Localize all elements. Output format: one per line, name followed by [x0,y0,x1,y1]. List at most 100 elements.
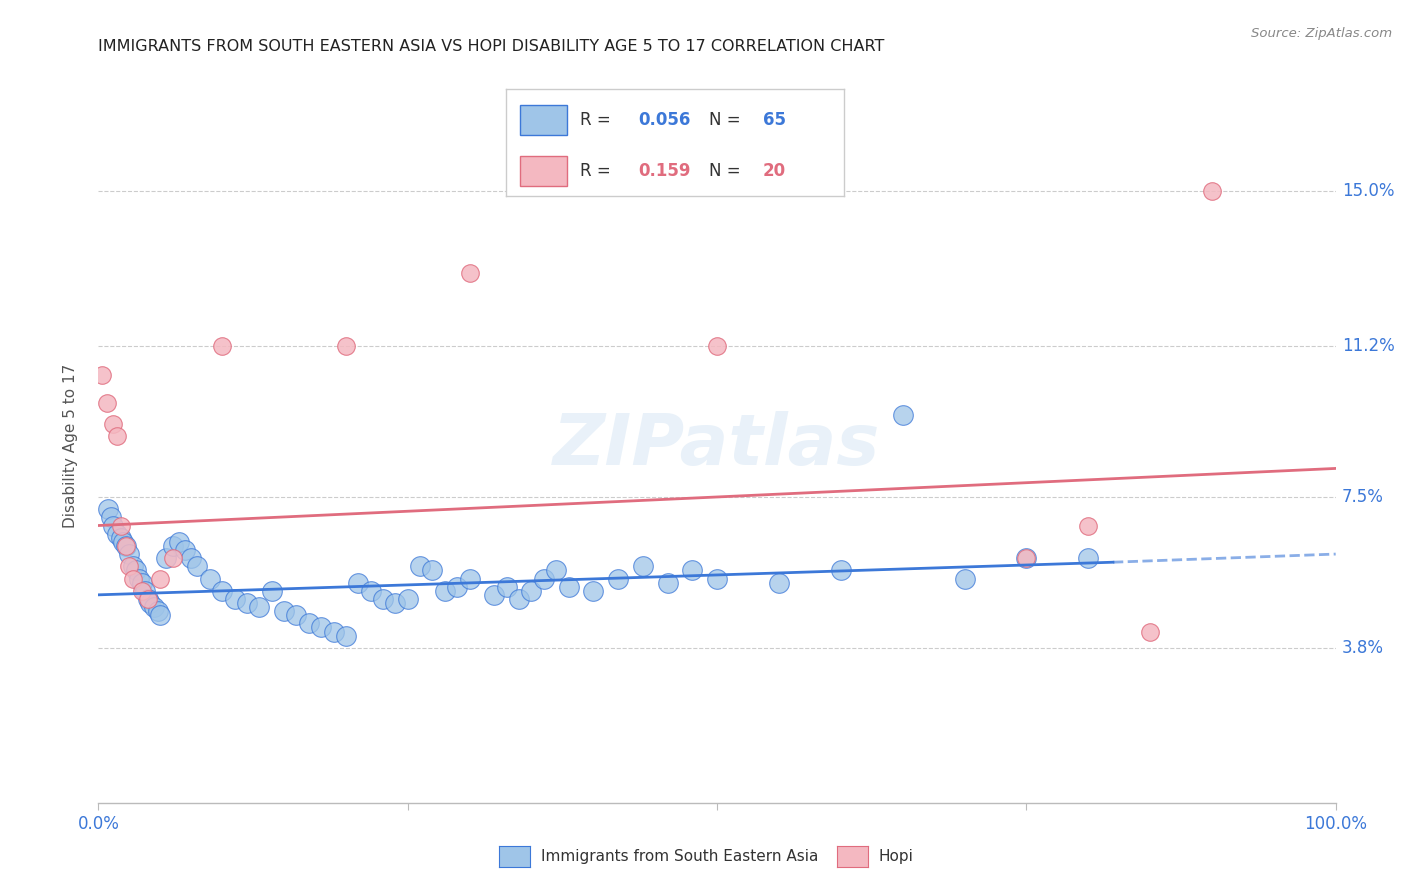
Point [143,600,166,615]
Point [520,583,543,598]
Text: 0.056: 0.056 [638,112,690,129]
Point [118,547,141,561]
Point [114,539,136,553]
Point [167,534,190,549]
Text: 20: 20 [762,161,786,179]
Point [91,368,114,382]
Point [236,596,259,610]
Point [122,559,145,574]
Point [100,510,122,524]
Point [533,572,555,586]
Point [260,583,283,598]
Point [1139,624,1161,639]
Point [103,417,125,431]
Point [607,572,630,586]
Point [174,543,197,558]
Point [124,563,146,577]
Point [128,572,150,586]
Text: 15.0%: 15.0% [1341,182,1395,200]
Point [1015,551,1038,566]
Point [96,396,118,410]
Point [114,539,136,553]
Point [1077,551,1099,566]
Point [146,604,169,618]
Point [112,534,135,549]
Point [155,551,177,566]
Point [149,608,172,623]
Point [631,559,654,574]
Point [347,575,370,590]
Point [211,339,233,353]
Text: 7.5%: 7.5% [1341,488,1384,506]
Point [484,588,506,602]
Point [105,526,128,541]
Text: Hopi: Hopi [879,849,914,863]
Y-axis label: Disability Age 5 to 17: Disability Age 5 to 17 [63,364,77,528]
Point [371,591,394,606]
Point [891,409,914,423]
Point [149,572,172,586]
Point [557,580,579,594]
Bar [520,155,567,186]
Text: Source: ZipAtlas.com: Source: ZipAtlas.com [1251,27,1392,40]
Text: IMMIGRANTS FROM SOUTH EASTERN ASIA VS HOPI DISABILITY AGE 5 TO 17 CORRELATION CH: IMMIGRANTS FROM SOUTH EASTERN ASIA VS HO… [98,38,884,54]
Point [211,583,233,598]
Text: ZIPatlas: ZIPatlas [554,411,880,481]
Point [768,575,790,590]
Point [118,559,141,574]
Text: 0.159: 0.159 [638,161,690,179]
Point [360,583,382,598]
Text: 11.2%: 11.2% [1341,337,1395,355]
Point [273,604,295,618]
Point [495,580,517,594]
Point [582,583,605,598]
Point [1201,184,1223,198]
Point [706,339,728,353]
Point [162,539,184,553]
Point [309,620,332,634]
Text: Immigrants from South Eastern Asia: Immigrants from South Eastern Asia [541,849,818,863]
Point [139,596,162,610]
Text: N =: N = [709,161,740,179]
Point [322,624,344,639]
Point [122,572,145,586]
Point [706,572,728,586]
Point [103,518,125,533]
Point [97,502,120,516]
Point [1015,551,1038,566]
Point [446,580,468,594]
Point [953,572,976,586]
Point [131,575,153,590]
Point [384,596,406,610]
Point [110,518,132,533]
Point [198,572,221,586]
Point [681,563,703,577]
Point [180,551,202,566]
Point [335,339,357,353]
Point [136,591,159,606]
Bar [520,105,567,136]
Text: 65: 65 [762,112,786,129]
Point [458,572,481,586]
Text: R =: R = [581,161,612,179]
Point [433,583,456,598]
Point [657,575,679,590]
Point [422,563,444,577]
Point [134,583,156,598]
Point [298,616,321,631]
Point [409,559,432,574]
Text: R =: R = [581,112,612,129]
Point [830,563,852,577]
Point [110,531,132,545]
Point [247,600,270,615]
Text: N =: N = [709,112,740,129]
Point [458,266,481,280]
Point [285,608,308,623]
Point [105,429,128,443]
Point [186,559,208,574]
Point [1077,518,1099,533]
Point [136,591,159,606]
Point [508,591,530,606]
Point [131,583,153,598]
Point [396,591,419,606]
